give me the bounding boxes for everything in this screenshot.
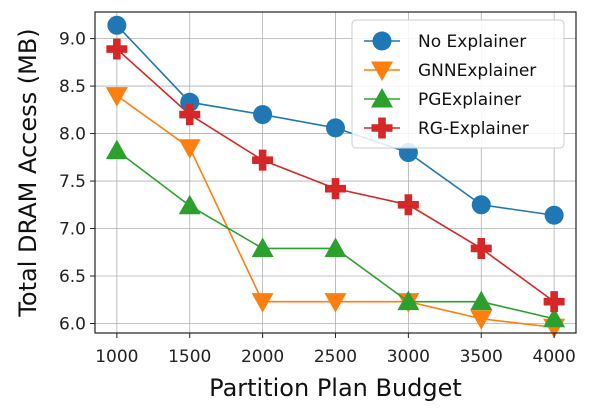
data-point	[178, 139, 201, 159]
y-tick-label: 6.0	[59, 315, 86, 335]
data-point	[324, 237, 347, 257]
legend-marker	[371, 61, 393, 81]
legend-box	[351, 19, 565, 149]
data-point	[324, 293, 347, 313]
legend-label: RG-Explainer	[418, 119, 529, 139]
data-point	[397, 290, 420, 311]
data-point	[178, 194, 201, 215]
x-tick-label: 3000	[387, 347, 430, 367]
series-layer	[105, 15, 566, 339]
data-point	[107, 15, 127, 35]
legend-item: PGExplainer	[364, 88, 521, 110]
legend-label: No Explainer	[418, 32, 526, 52]
data-point	[471, 195, 491, 215]
ticks: 1000 1500 2000 2500 3000 3500 4000 6.0 6.5 7.0 7.5…	[59, 30, 576, 367]
data-point	[180, 92, 200, 112]
data-point	[251, 293, 274, 313]
data-point	[470, 290, 493, 311]
y-axis-label: Total DRAM Access (MB)	[14, 28, 42, 317]
legend-label: PGExplainer	[418, 90, 521, 110]
data-point	[105, 139, 128, 160]
data-point	[105, 87, 128, 107]
data-point	[253, 105, 273, 125]
x-tick-label: 4000	[533, 347, 576, 367]
data-point	[470, 310, 493, 330]
y-tick-label: 6.5	[59, 267, 86, 287]
legend-marker	[371, 117, 393, 139]
data-point	[543, 307, 566, 328]
series-rg-explainer	[106, 38, 565, 313]
legend-marker	[372, 31, 392, 51]
legend: No Explainer GNNExplainer PGExplainer RG-Ex…	[351, 19, 565, 149]
legend-marker	[371, 88, 393, 108]
data-point	[325, 178, 346, 200]
series-no-explainer	[107, 15, 564, 225]
legend-item: GNNExplainer	[364, 61, 536, 81]
y-tick-label: 8.5	[59, 77, 86, 97]
data-point	[106, 38, 128, 60]
data-point	[251, 237, 274, 257]
data-point	[326, 118, 345, 138]
data-point	[470, 237, 492, 259]
y-tick-label: 7.5	[59, 172, 86, 192]
series-gnnexplainer	[105, 87, 566, 339]
y-tick-label: 7.0	[59, 220, 86, 240]
series-pgexplainer	[105, 139, 566, 328]
x-tick-label: 3500	[460, 347, 503, 367]
legend-item: No Explainer	[364, 31, 526, 52]
x-tick-label: 2500	[314, 347, 357, 367]
legend-item: RG-Explainer	[364, 117, 529, 139]
y-tick-label: 8.0	[59, 125, 86, 145]
x-tick-label: 1500	[168, 347, 211, 367]
data-point	[397, 194, 419, 216]
x-axis-label: Partition Plan Budget	[209, 374, 462, 402]
data-point	[252, 149, 274, 171]
legend-label: GNNExplainer	[418, 61, 536, 81]
y-tick-label: 9.0	[59, 30, 86, 50]
data-point	[179, 104, 201, 126]
x-tick-label: 1000	[95, 347, 138, 367]
data-point	[544, 205, 564, 225]
data-point	[543, 291, 565, 313]
x-tick-label: 2000	[241, 347, 284, 367]
